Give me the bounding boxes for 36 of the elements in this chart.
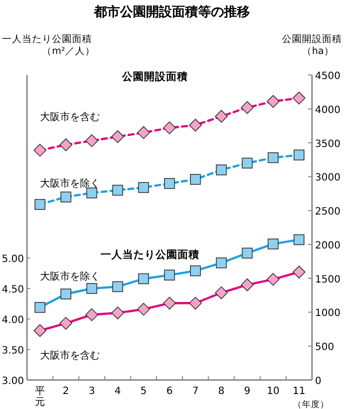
y-tick-label: 3.50 xyxy=(2,346,24,356)
annotation: 一人当たり公園面積 xyxy=(100,248,200,261)
x-tick-label: 8 xyxy=(218,386,225,397)
y-axis-title: 一人当たり公園面積（m²／人） xyxy=(2,33,96,57)
x-tick-label: 10 xyxy=(266,386,280,397)
x-tick-label: 5 xyxy=(140,386,147,397)
y-tick-label: 5.00 xyxy=(2,254,24,265)
x-tick-label: 7 xyxy=(192,386,199,397)
y2-tick-label: 1500 xyxy=(315,274,340,286)
y2-tick-label: 500 xyxy=(315,342,334,354)
y2-tick-label: 1000 xyxy=(315,308,340,320)
x-tick-label: 2 xyxy=(62,386,70,397)
x-tick-label: 11 xyxy=(292,386,306,397)
y2-tick-label: 3000 xyxy=(315,172,340,184)
y-tick-label: 3.00 xyxy=(2,376,24,387)
y-tick-label: 4.50 xyxy=(2,284,24,296)
x-tick-label: 4 xyxy=(114,386,121,397)
series-label: 大阪市を含む xyxy=(40,350,100,362)
x-tick-label: 平元 xyxy=(34,386,45,408)
x-tick-label: 9 xyxy=(244,386,250,397)
y2-tick-label: 4000 xyxy=(315,104,340,116)
x-tick-label: 3 xyxy=(88,386,95,397)
series-label: 大阪市を除く xyxy=(40,270,100,282)
series-label: 大阪市を含む xyxy=(40,111,100,124)
chart-title: 都市公園開設面積等の推移 xyxy=(93,4,250,20)
x-axis-title: （年度） xyxy=(293,399,330,409)
y-tick-label: 4.00 xyxy=(2,315,24,326)
annotation: 公園開設面積 xyxy=(121,70,188,83)
series-label: 大阪市を除く xyxy=(40,177,100,190)
y2-axis-title: 公園開設面積（ha） xyxy=(282,33,342,57)
y2-tick-label: 0 xyxy=(315,376,322,387)
y2-tick-label: 4500 xyxy=(315,71,340,82)
y2-tick-label: 3500 xyxy=(315,138,340,150)
y2-tick-label: 2000 xyxy=(315,240,340,252)
y2-tick-label: 2500 xyxy=(315,206,340,218)
x-tick-label: 6 xyxy=(166,386,173,397)
